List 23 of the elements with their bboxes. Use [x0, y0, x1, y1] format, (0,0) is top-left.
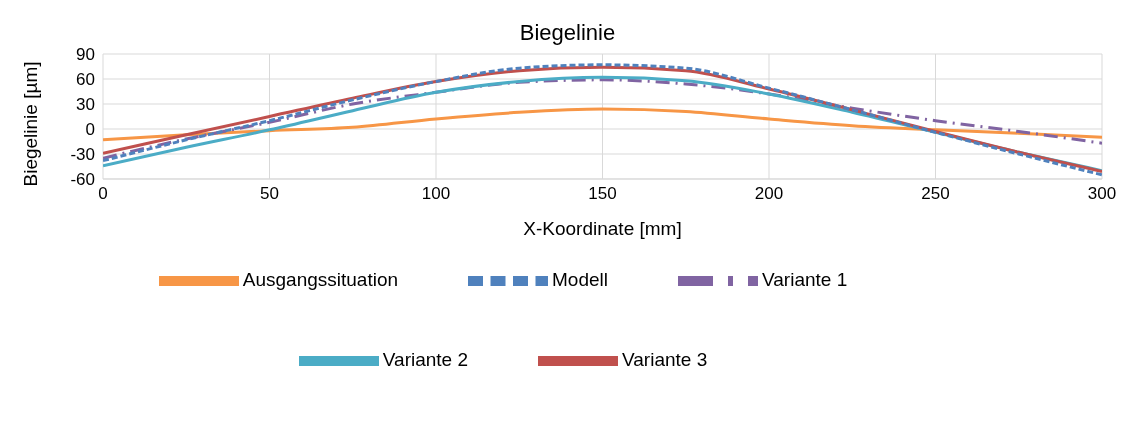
- x-tick-label: 300: [1087, 184, 1117, 204]
- y-tick-label: 0: [85, 120, 95, 140]
- y-tick-label: 30: [76, 95, 95, 115]
- y-tick-label: 90: [76, 45, 95, 65]
- y-tick-label: -30: [70, 145, 95, 165]
- y-tick-label: 60: [76, 70, 95, 90]
- x-tick-label: 250: [921, 184, 950, 204]
- x-tick-label: 50: [260, 184, 279, 204]
- line-series: [103, 107, 1102, 142]
- line-series: [103, 78, 1102, 160]
- chart-title: Biegelinie: [518, 20, 617, 46]
- legend-label: Variante 3: [622, 349, 708, 371]
- x-tick-label: 200: [754, 184, 784, 204]
- y-axis-title: Biegelinie [µm]: [19, 61, 41, 187]
- y-tick-label: -60: [70, 170, 95, 190]
- legend-label: Variante 1: [762, 269, 848, 291]
- legend-label: Variante 2: [382, 349, 468, 371]
- x-tick-label: 100: [421, 184, 451, 204]
- x-tick-label: 0: [98, 184, 108, 204]
- legend-label: Modell: [552, 269, 609, 291]
- x-axis-title: X-Koordinate [mm]: [523, 218, 682, 239]
- x-tick-label: 150: [588, 184, 617, 204]
- legend-label: Ausgangssituation: [242, 269, 399, 291]
